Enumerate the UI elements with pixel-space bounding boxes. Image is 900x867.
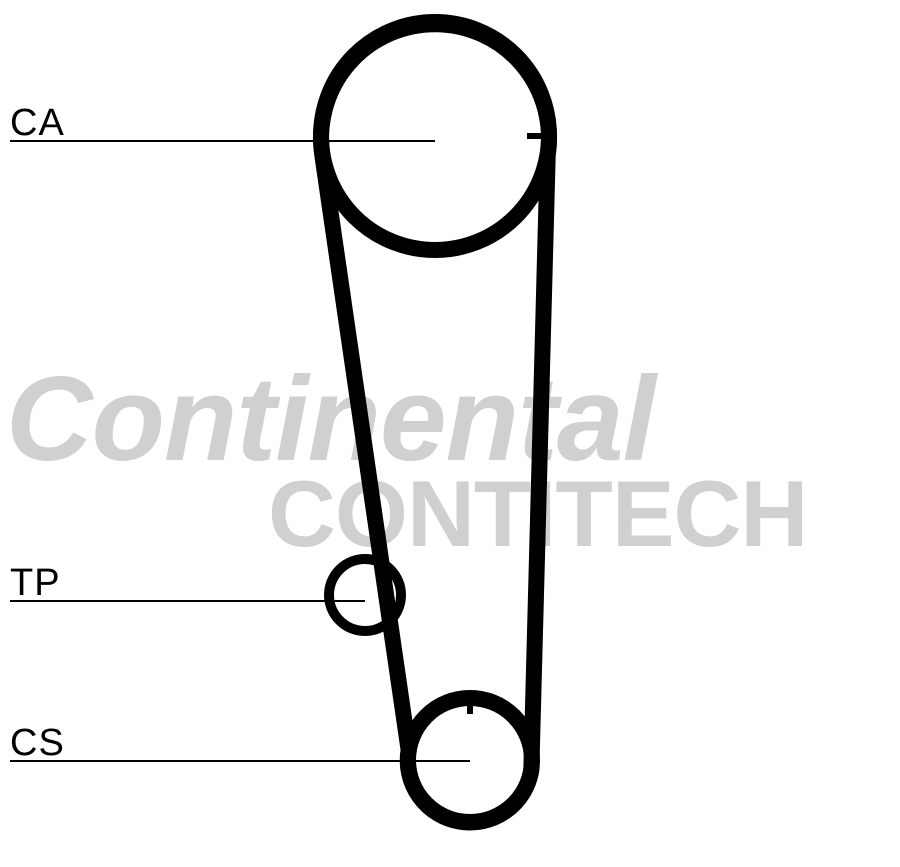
belt-diagram [0, 0, 900, 867]
pulley-cs [408, 698, 532, 822]
pulley-ca [321, 22, 549, 250]
